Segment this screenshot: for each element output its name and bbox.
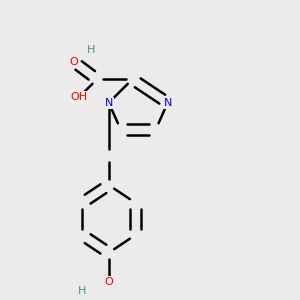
Text: O: O (69, 57, 78, 67)
Text: OH: OH (71, 92, 88, 102)
Text: H: H (78, 286, 86, 296)
Text: N: N (105, 98, 113, 108)
Text: N: N (164, 98, 172, 108)
Text: O: O (104, 277, 113, 287)
Text: H: H (87, 45, 95, 55)
